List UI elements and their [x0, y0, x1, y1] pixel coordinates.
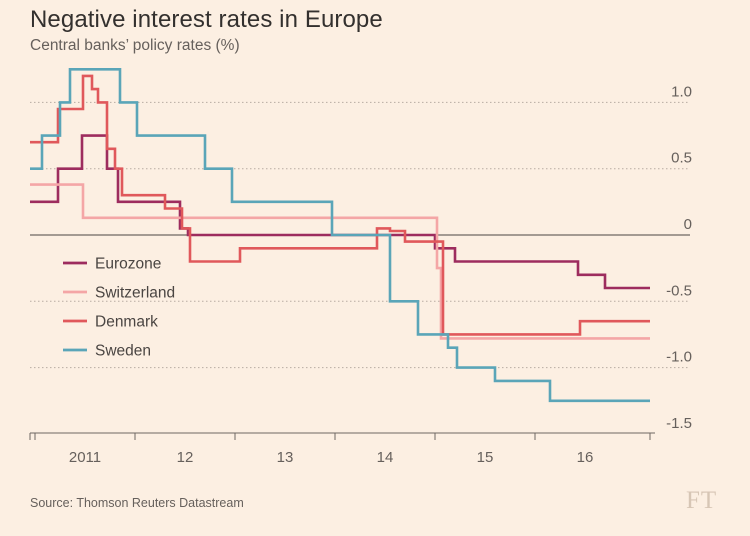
series-line-switzerland	[30, 183, 650, 340]
y-tick-label: -1.0	[666, 349, 692, 366]
y-tick-label: 1.0	[671, 83, 692, 100]
source-note: Source: Thomson Reuters Datastream	[30, 496, 244, 510]
series-lines	[30, 68, 650, 403]
y-tick-label: 0	[684, 216, 692, 233]
legend-label-eurozone: Eurozone	[95, 256, 161, 273]
series-line-eurozone	[30, 134, 650, 290]
x-tick-label: 2011	[69, 449, 101, 466]
y-tick-label: 0.5	[671, 150, 692, 167]
legend: Eurozone Switzerland Denmark Sweden	[63, 256, 175, 360]
ft-logo: FT	[686, 487, 718, 514]
x-tick-label: 13	[277, 449, 294, 466]
x-tick-label: 15	[477, 449, 494, 466]
x-axis: 2011 12 13 14 15 16	[29, 432, 655, 466]
series-line-denmark	[30, 74, 650, 336]
x-tick-label: 16	[577, 449, 594, 466]
series-line-sweden	[30, 68, 650, 403]
y-axis-labels: 1.0 0.5 0 -0.5 -1.0 -1.5	[666, 83, 692, 432]
y-tick-label: -0.5	[666, 282, 692, 299]
x-tick-label: 12	[177, 449, 194, 466]
y-tick-label: -1.5	[666, 415, 692, 432]
legend-label-switzerland: Switzerland	[95, 285, 175, 302]
legend-label-sweden: Sweden	[95, 343, 151, 360]
legend-label-denmark: Denmark	[95, 314, 158, 331]
chart-title: Negative interest rates in Europe	[30, 6, 383, 33]
chart-subtitle: Central banks’ policy rates (%)	[30, 37, 240, 54]
x-tick-label: 14	[377, 449, 394, 466]
